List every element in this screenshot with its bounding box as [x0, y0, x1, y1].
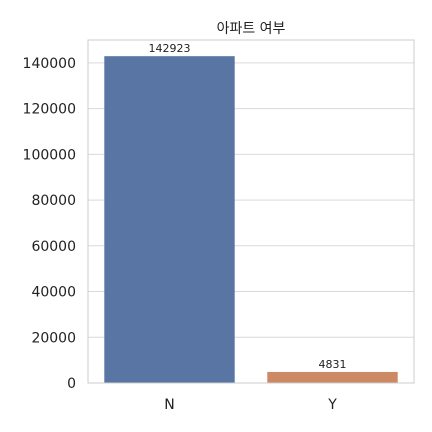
bars: [104, 56, 398, 383]
data-labels: 142923 4831: [149, 42, 347, 371]
chart-title: 아파트 여부: [217, 21, 286, 37]
y-tick-label: 140000: [23, 56, 76, 72]
y-tick-label: 20000: [31, 330, 76, 346]
y-tick-label: 80000: [31, 193, 76, 209]
y-axis-ticks: 0 20000 40000 60000 80000 100000 120000 140000: [23, 56, 76, 392]
bar-n: [104, 56, 235, 383]
bar-value-label: 142923: [149, 42, 191, 55]
y-tick-label: 0: [67, 376, 76, 392]
y-tick-label: 120000: [23, 102, 76, 118]
y-tick-label: 100000: [23, 147, 76, 163]
plot-frame: [87, 39, 415, 384]
x-tick-label: N: [164, 397, 174, 413]
x-tick-label: Y: [327, 397, 337, 413]
bar-y: [267, 371, 398, 383]
y-tick-label: 60000: [31, 239, 76, 255]
bar-value-label: 4831: [319, 358, 347, 371]
y-tick-label: 40000: [31, 285, 76, 301]
